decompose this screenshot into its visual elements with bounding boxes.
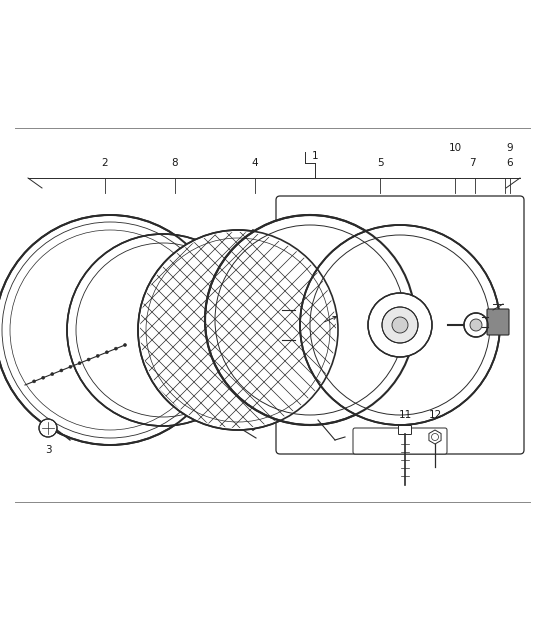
Text: 7: 7 [469, 158, 475, 168]
Polygon shape [429, 430, 441, 444]
Circle shape [138, 230, 338, 430]
Circle shape [67, 234, 259, 426]
Circle shape [41, 376, 45, 379]
Circle shape [78, 362, 81, 365]
Circle shape [205, 215, 415, 425]
Circle shape [87, 358, 90, 361]
Text: 10: 10 [449, 143, 462, 153]
Circle shape [105, 351, 108, 354]
Circle shape [470, 319, 482, 331]
Circle shape [124, 344, 126, 347]
Text: 4: 4 [252, 158, 258, 168]
Text: 1: 1 [312, 151, 318, 161]
Text: 8: 8 [172, 158, 178, 168]
Circle shape [39, 419, 57, 437]
Circle shape [51, 372, 54, 376]
Text: 6: 6 [507, 158, 513, 168]
Circle shape [96, 354, 99, 357]
FancyBboxPatch shape [398, 426, 411, 435]
Circle shape [368, 293, 432, 357]
Circle shape [60, 369, 63, 372]
Text: 11: 11 [398, 410, 411, 420]
Text: 2: 2 [102, 158, 108, 168]
Circle shape [382, 307, 418, 343]
Circle shape [69, 365, 72, 368]
FancyBboxPatch shape [276, 196, 524, 454]
Circle shape [392, 317, 408, 333]
Circle shape [464, 313, 488, 337]
Circle shape [114, 347, 117, 350]
Circle shape [300, 225, 500, 425]
Text: 12: 12 [428, 410, 441, 420]
Text: 5: 5 [377, 158, 383, 168]
Circle shape [33, 380, 35, 383]
Text: 9: 9 [507, 143, 513, 153]
FancyBboxPatch shape [353, 428, 447, 454]
Text: 3: 3 [45, 445, 51, 455]
FancyBboxPatch shape [487, 309, 509, 335]
Circle shape [0, 215, 225, 445]
Ellipse shape [243, 230, 263, 430]
